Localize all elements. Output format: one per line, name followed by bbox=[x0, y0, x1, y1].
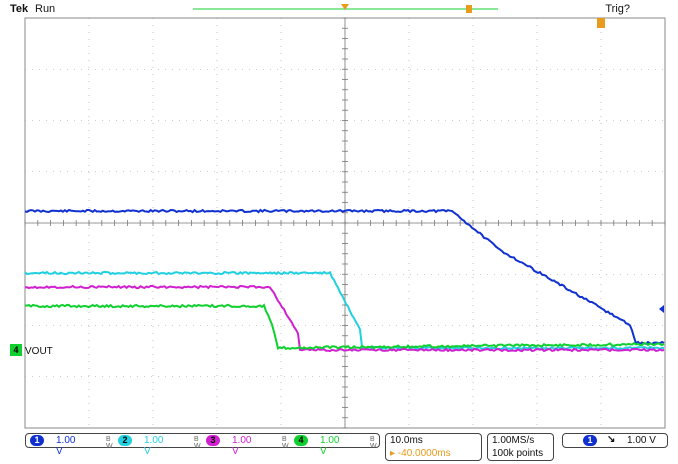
horizontal-scale: 10.0ms bbox=[390, 435, 423, 446]
trigger-level: 1.00 V bbox=[627, 435, 656, 446]
ch3-waveform bbox=[24, 284, 665, 353]
ch3-badge: 3 bbox=[206, 435, 220, 446]
sample-rate: 1.00MS/s bbox=[492, 435, 535, 446]
ch4-scale: 1.00 V bbox=[320, 435, 340, 457]
record-length: 100k points bbox=[492, 448, 544, 459]
ch2-bw-icon: B W bbox=[194, 436, 201, 450]
trigger-point-marker[interactable] bbox=[341, 4, 349, 10]
ch4-label: VOUT bbox=[25, 346, 53, 357]
trigger-status: Trig? bbox=[605, 3, 630, 15]
trigger-source-badge: 1 bbox=[583, 435, 597, 446]
svg-text:4: 4 bbox=[13, 345, 18, 355]
trigger-level-icon bbox=[597, 18, 605, 28]
ch4-bw-icon: B W bbox=[370, 436, 377, 450]
ch1-badge: 1 bbox=[30, 435, 44, 446]
ch2-badge: 2 bbox=[118, 435, 132, 446]
trigger-readout[interactable]: 1 ↘ 1.00 V bbox=[562, 433, 668, 448]
ch1-offset-arrow[interactable] bbox=[659, 305, 664, 313]
ch1-bw-icon: B W bbox=[106, 436, 113, 450]
ch1-scale: 1.00 V bbox=[56, 435, 76, 457]
top-status-bar: Tek Run Trig? bbox=[0, 0, 678, 18]
acquisition-readout[interactable]: 1.00MS/s 100k points bbox=[487, 433, 554, 461]
horizontal-delay: ▸ -40.0000ms bbox=[390, 448, 451, 459]
ch3-scale: 1.00 V bbox=[232, 435, 252, 457]
ch2-scale: 1.00 V bbox=[144, 435, 164, 457]
acquisition-state: Run bbox=[35, 3, 56, 15]
ch3-bw-icon: B W bbox=[282, 436, 289, 450]
ch4-badge: 4 bbox=[294, 435, 308, 446]
falling-edge-icon: ↘ bbox=[607, 434, 616, 445]
ch2-waveform bbox=[24, 270, 665, 351]
brand-label: Tek bbox=[10, 3, 29, 15]
timebase-readout[interactable]: 10.0ms ▸ -40.0000ms bbox=[385, 433, 482, 461]
waveform-display[interactable]: 4 VOUT bbox=[0, 0, 678, 430]
ch4-waveform bbox=[24, 303, 665, 351]
ch4-ground-marker[interactable]: 4 bbox=[10, 344, 22, 356]
bottom-readout-bar: 1 1.00 V B W 2 1.00 V B W 3 1.00 V B W 4… bbox=[0, 431, 678, 464]
graticule bbox=[24, 17, 666, 429]
ch1-waveform bbox=[24, 208, 665, 346]
channel-readout-box[interactable]: 1 1.00 V B W 2 1.00 V B W 3 1.00 V B W 4… bbox=[25, 433, 380, 457]
trigger-position-marker bbox=[466, 5, 472, 13]
